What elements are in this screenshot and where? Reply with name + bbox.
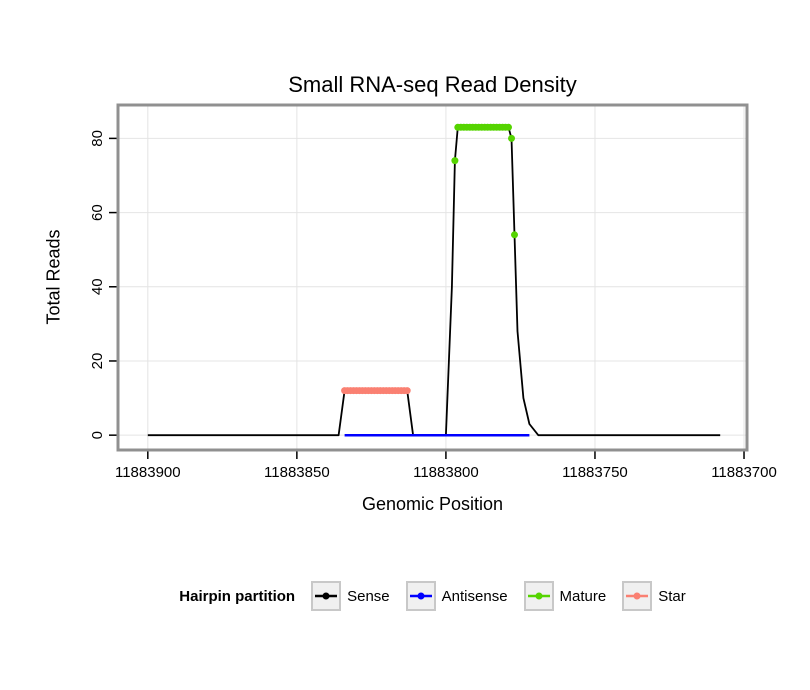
legend-label-antisense: Antisense	[441, 587, 508, 605]
y-tick-label: 80	[89, 130, 106, 147]
legend-glyph-sense	[315, 592, 338, 600]
panel-background	[118, 105, 747, 450]
x-axis-title: Genomic Position	[361, 494, 504, 514]
chart-title: Small RNA-seq Read Density	[288, 72, 577, 97]
series-point-star	[403, 387, 411, 395]
legend-key-sense-icon	[311, 581, 342, 611]
series-point-mature	[505, 123, 512, 131]
legend-key-antisense-icon	[405, 581, 436, 611]
x-tick-label: 11883750	[562, 464, 628, 481]
legend-key-mature-icon	[523, 581, 554, 611]
panel-border	[116, 103, 749, 452]
x-tick-label: 11883900	[115, 464, 181, 481]
legend-item-sense: Sense	[311, 581, 390, 611]
y-tick-label: 40	[89, 278, 106, 295]
series-point-mature	[511, 231, 518, 239]
x-tick-label: 11883800	[413, 464, 479, 481]
legend-glyph-star	[626, 592, 649, 600]
y-tick-label: 60	[89, 204, 106, 221]
series-point-mature	[451, 157, 459, 165]
legend-label-star: Star	[658, 587, 686, 605]
legend-item-antisense: Antisense	[405, 581, 508, 611]
legend-item-star: Star	[622, 581, 686, 611]
legend-title: Hairpin partition	[179, 587, 296, 605]
legend-item-mature: Mature	[523, 581, 607, 611]
legend-key-star-icon	[622, 581, 653, 611]
x-tick-label: 11883850	[264, 464, 330, 481]
y-tick-label: 0	[89, 431, 106, 439]
x-tick-label: 11883700	[711, 464, 777, 481]
y-tick-label: 20	[89, 353, 106, 370]
legend-label-mature: Mature	[559, 587, 607, 605]
y-axis-title: Total Reads	[43, 229, 64, 325]
legend-glyph-antisense	[409, 592, 432, 600]
legend-glyph-mature	[527, 592, 550, 600]
legend-label-sense: Sense	[347, 587, 390, 605]
series-point-mature	[508, 134, 515, 142]
legend: Hairpin partition Sense Antisense Mature…	[118, 581, 747, 611]
